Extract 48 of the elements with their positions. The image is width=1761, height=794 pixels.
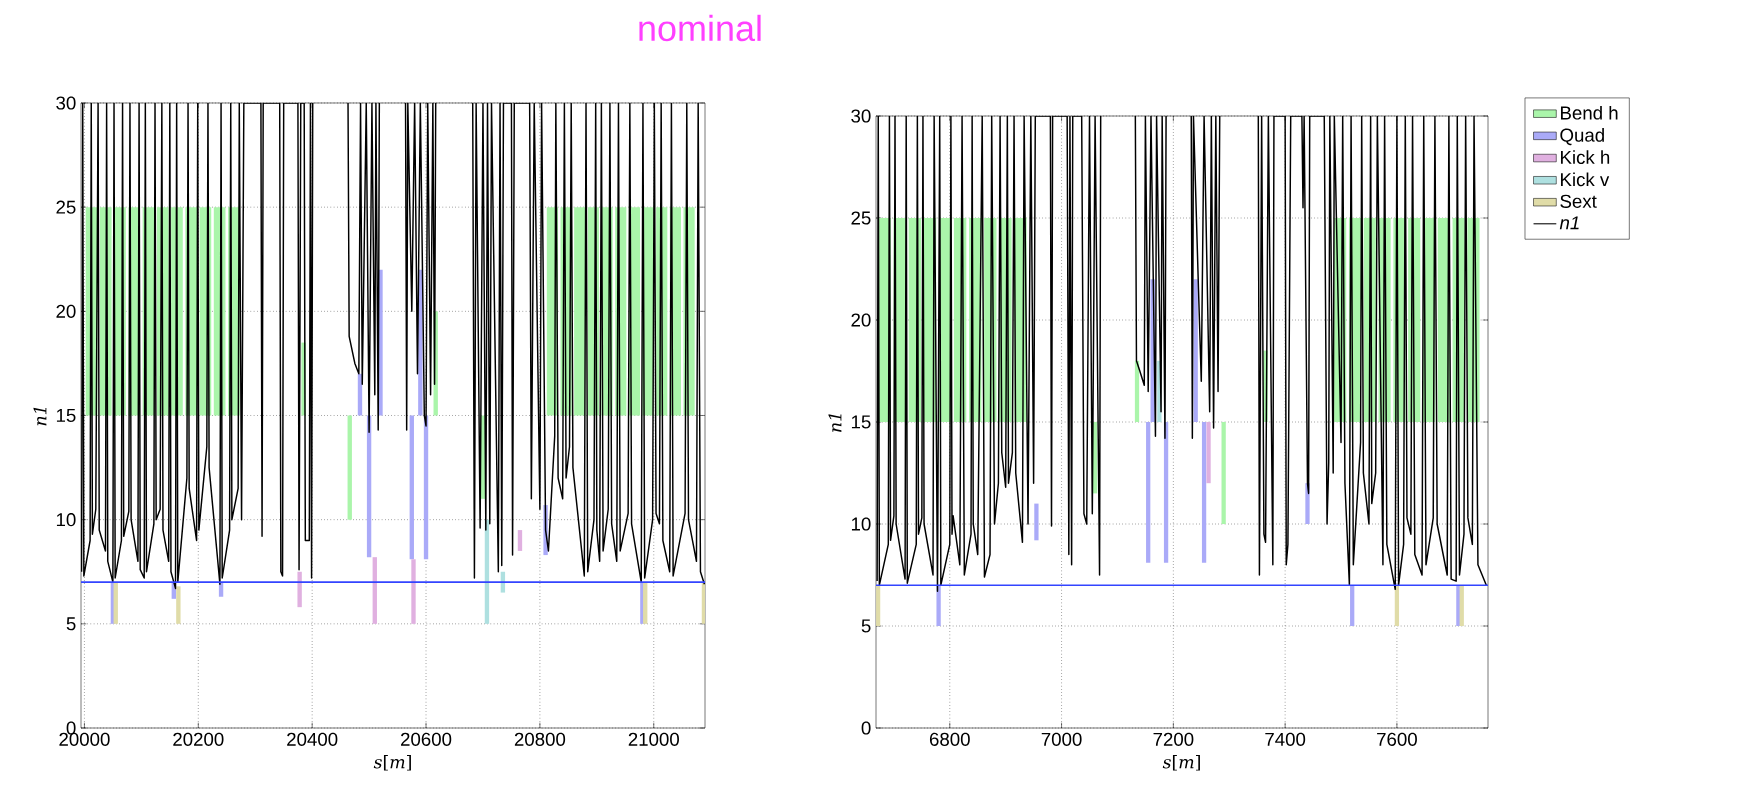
y-tick-label: 10	[56, 513, 76, 527]
bar	[409, 415, 414, 560]
x-tick-label: 20800	[514, 732, 566, 746]
legend-label: Kick h	[1561, 150, 1610, 165]
x-axis-title: s[m]	[1162, 755, 1200, 771]
x-tick-label: 7400	[1265, 732, 1306, 746]
y-axis-title: n1	[33, 407, 47, 426]
bar	[574, 207, 586, 416]
y-tick-label: 30	[851, 109, 871, 123]
y-tick-label: 20	[56, 304, 76, 318]
bar	[517, 530, 523, 551]
bar	[1206, 422, 1211, 484]
y-tick-label: 30	[56, 96, 76, 110]
bar	[1193, 279, 1198, 422]
bar	[297, 571, 302, 608]
y-tick-label: 5	[66, 617, 76, 631]
y-tick-label: 15	[56, 408, 76, 423]
y-tick-label: 15	[851, 415, 871, 429]
legend-label: n1	[1559, 216, 1579, 230]
legend-label: Quad	[1560, 128, 1604, 146]
y-tick-label: 25	[56, 200, 76, 214]
chart-title: nominal	[639, 14, 761, 42]
bar	[176, 586, 181, 624]
bar	[1146, 422, 1151, 563]
x-tick-label: 6800	[929, 732, 970, 746]
bar	[1350, 585, 1355, 626]
bar	[1201, 422, 1207, 563]
y-tick-label: 0	[861, 721, 871, 735]
x-tick-label: 20400	[287, 732, 338, 746]
bar	[1305, 483, 1310, 524]
y-axis-title: n1	[828, 414, 842, 432]
x-axis-title: s[m]	[373, 755, 411, 771]
bar	[936, 585, 941, 626]
y-tick-label: 10	[851, 517, 871, 531]
bar	[1034, 503, 1039, 541]
bar	[411, 559, 416, 624]
legend-label: Bend h	[1561, 105, 1618, 120]
x-tick-label: 7600	[1377, 732, 1417, 746]
legend-label: Sext	[1560, 194, 1597, 208]
y-tick-label: 5	[861, 619, 871, 633]
x-tick-label: 20200	[173, 732, 224, 746]
x-tick-label: 7200	[1153, 732, 1194, 746]
legend-label: Kick v	[1561, 172, 1610, 187]
x-tick-label: 20600	[401, 732, 452, 746]
x-tick-label: 21000	[628, 732, 679, 746]
y-tick-label: 25	[851, 211, 871, 225]
y-tick-label: 20	[851, 313, 871, 327]
x-tick-label: 7000	[1041, 732, 1082, 746]
